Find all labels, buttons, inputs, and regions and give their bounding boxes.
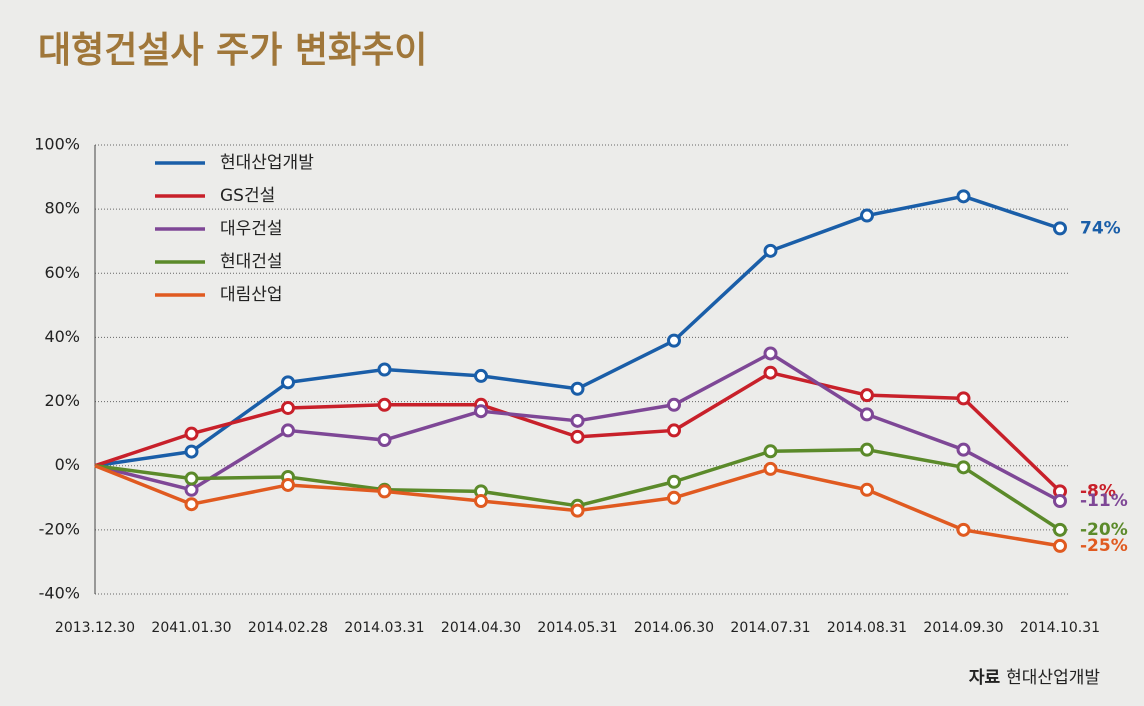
y-tick-label: 100% (34, 135, 80, 154)
point-marker (474, 404, 488, 419)
x-tick-label: 2014.09.30 (923, 620, 1003, 636)
x-tick-label: 2014.10.31 (1020, 620, 1100, 636)
point-marker (763, 444, 778, 459)
point-marker (184, 444, 199, 459)
point-marker (667, 397, 681, 412)
point-marker (281, 423, 295, 438)
point-marker (956, 522, 971, 537)
value-label: 74% (1080, 218, 1121, 238)
point-marker (667, 490, 681, 505)
point-marker (377, 397, 392, 412)
point-marker (667, 333, 681, 348)
point-marker (956, 189, 971, 204)
point-marker (1053, 493, 1067, 508)
point-marker (763, 461, 778, 476)
point-marker (860, 482, 874, 497)
value-label: -11% (1080, 491, 1128, 511)
value-label: -25% (1080, 536, 1128, 556)
point-marker (860, 442, 874, 457)
point-marker (860, 208, 874, 223)
chart-title: 대형건설사 주가 변화추이 (38, 30, 427, 71)
point-marker (1053, 221, 1067, 236)
point-marker (956, 460, 971, 475)
point-marker (377, 484, 392, 499)
legend-label: 현대건설 (220, 252, 283, 272)
point-marker (570, 381, 585, 396)
x-tick-label: 2041.01.30 (151, 620, 231, 636)
x-tick-label: 2014.04.30 (441, 620, 521, 636)
legend-label: GS건설 (220, 186, 275, 206)
point-marker (474, 368, 488, 383)
point-marker (281, 375, 295, 390)
y-tick-label: -40% (39, 584, 80, 603)
x-tick-label: 2013.12.30 (55, 620, 135, 636)
value-label: -20% (1080, 520, 1128, 540)
point-marker (1053, 522, 1067, 537)
point-marker (763, 243, 778, 258)
point-marker (281, 477, 295, 492)
legend-label: 대우건설 (220, 219, 283, 239)
point-marker (184, 426, 199, 441)
source-text: 현대산업개발 (1006, 668, 1100, 688)
y-tick-label: 0% (55, 455, 80, 474)
x-tick-label: 2014.07.31 (730, 620, 810, 636)
point-marker (377, 362, 392, 377)
point-marker (860, 388, 874, 403)
point-marker (763, 365, 778, 380)
y-tick-label: 40% (44, 327, 80, 346)
y-tick-label: 20% (44, 391, 80, 410)
point-marker (281, 400, 295, 415)
x-tick-label: 2014.08.31 (827, 620, 907, 636)
y-tick-label: 60% (44, 263, 80, 282)
point-marker (763, 346, 778, 361)
point-marker (377, 433, 392, 448)
point-marker (956, 442, 971, 457)
point-marker (184, 471, 199, 486)
x-tick-label: 2014.03.31 (344, 620, 424, 636)
point-marker (184, 482, 199, 497)
point-marker (474, 493, 488, 508)
legend-label: 대림산업 (220, 285, 283, 305)
point-marker (570, 413, 585, 428)
point-marker (667, 423, 681, 438)
value-label: -8% (1080, 481, 1116, 501)
point-marker (1053, 538, 1067, 553)
point-marker (184, 497, 199, 512)
x-tick-label: 2014.05.31 (537, 620, 617, 636)
source: 자료 현대산업개발 (969, 668, 1100, 688)
legend-label: 현대산업개발 (220, 153, 314, 173)
point-marker (570, 429, 585, 444)
source-label: 자료 (969, 668, 1001, 688)
y-tick-label: -20% (39, 519, 80, 538)
point-marker (667, 474, 681, 489)
x-tick-label: 2014.06.30 (634, 620, 714, 636)
x-tick-label: 2014.02.28 (248, 620, 328, 636)
y-tick-label: 80% (44, 199, 80, 218)
point-marker (860, 407, 874, 422)
point-marker (956, 391, 971, 406)
point-marker (570, 503, 585, 518)
